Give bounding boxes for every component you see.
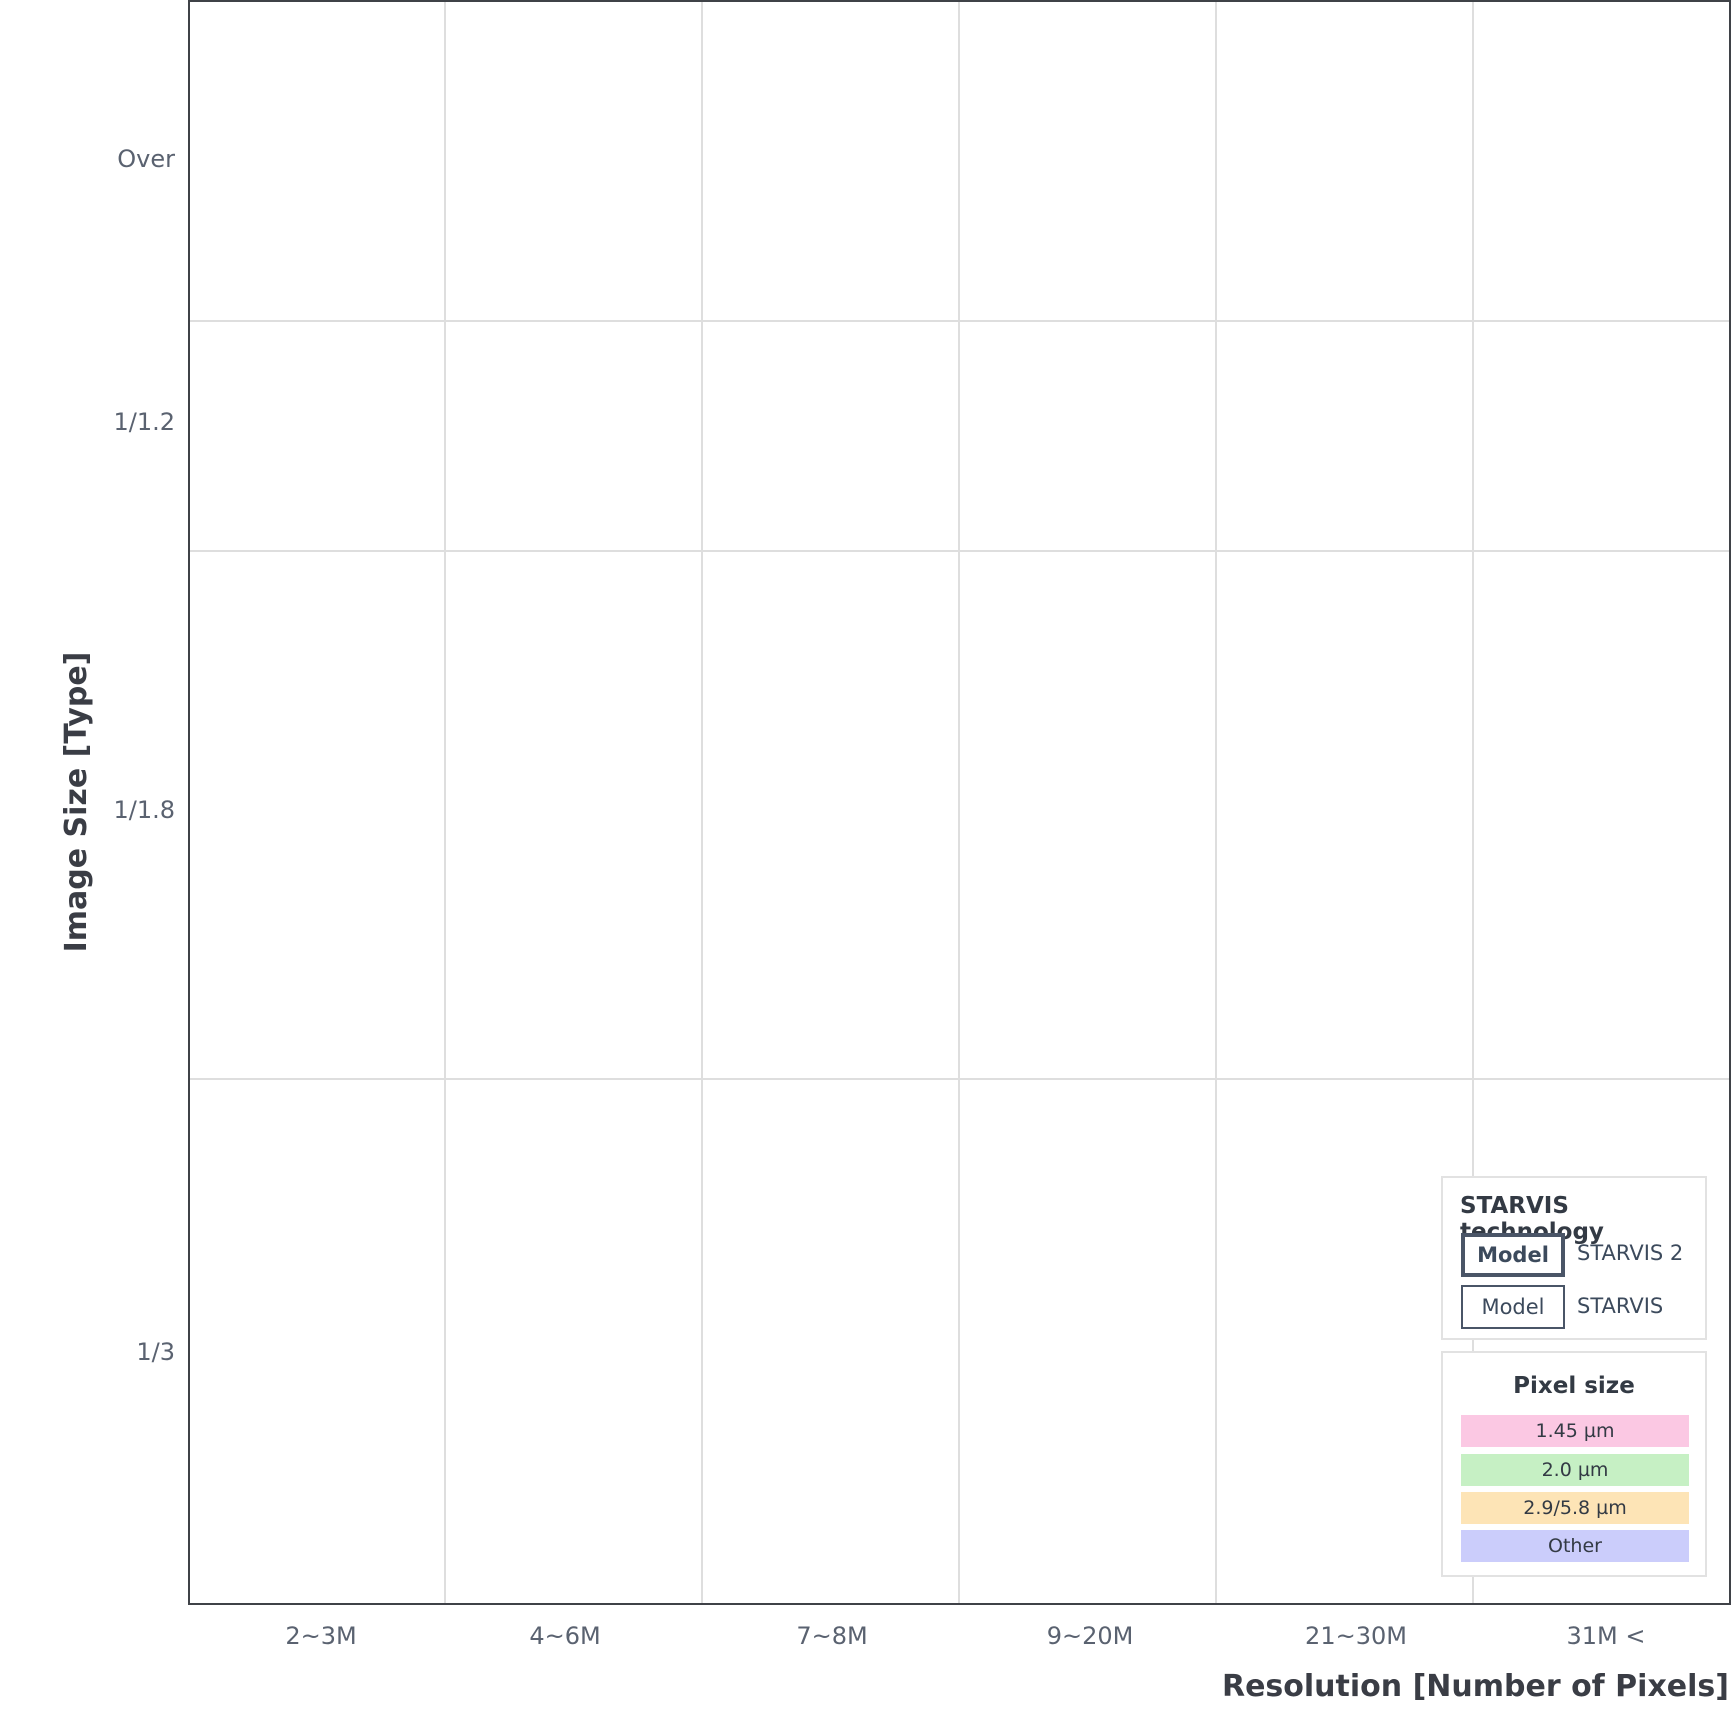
y-tick-label: Over xyxy=(117,145,175,173)
y-tick-labels: Over 1/1.2 1/1.8 1/3 xyxy=(113,145,175,1366)
x-axis-title: Resolution [Number of Pixels] xyxy=(1222,1669,1729,1704)
pixel-size-swatch-2-0: 2.0 µm xyxy=(1461,1454,1689,1486)
plot-frame xyxy=(188,0,1731,1605)
y-tick-label: 1/1.2 xyxy=(113,408,175,436)
x-tick-label: 4~6M xyxy=(529,1622,600,1650)
starvis2-model-chip: Model xyxy=(1461,1233,1565,1277)
legend-pixel-size-title: Pixel size xyxy=(1513,1373,1635,1399)
starvis-label: STARVIS xyxy=(1577,1294,1664,1318)
starvis-model-chip: Model xyxy=(1461,1285,1565,1329)
x-tick-label: 2~3M xyxy=(285,1622,356,1650)
x-tick-label: 7~8M xyxy=(796,1622,867,1650)
legend-technology: STARVIS technology Model STARVIS 2 Model… xyxy=(1441,1176,1707,1340)
pixel-size-swatch-other: Other xyxy=(1461,1530,1689,1562)
x-tick-labels: 2~3M 4~6M 7~8M 9~20M 21~30M 31M < xyxy=(285,1622,1645,1650)
pixel-size-swatch-1-45: 1.45 µm xyxy=(1461,1415,1689,1447)
x-tick-label: 9~20M xyxy=(1047,1622,1134,1650)
starvis2-label: STARVIS 2 xyxy=(1577,1241,1684,1265)
grid-lines xyxy=(189,1,1730,1604)
legend-pixel-size: Pixel size 1.45 µm 2.0 µm 2.9/5.8 µm Oth… xyxy=(1441,1351,1707,1577)
y-tick-label: 1/3 xyxy=(136,1338,175,1366)
pixel-size-swatch-2-9-5-8: 2.9/5.8 µm xyxy=(1461,1492,1689,1524)
y-tick-label: 1/1.8 xyxy=(113,796,175,824)
x-tick-label: 31M < xyxy=(1567,1622,1646,1650)
x-tick-label: 21~30M xyxy=(1305,1622,1407,1650)
y-axis-title: Image Size [Type] xyxy=(59,652,94,953)
